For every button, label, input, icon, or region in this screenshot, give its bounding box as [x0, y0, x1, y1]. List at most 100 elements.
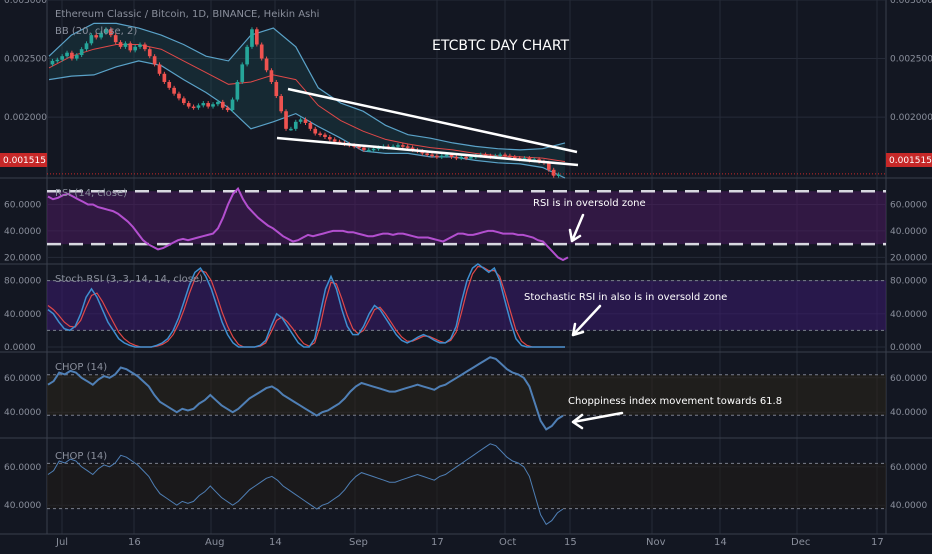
- candle: [469, 156, 473, 159]
- annotation-arrows: [568, 213, 624, 430]
- candle: [298, 119, 303, 122]
- candle: [527, 158, 532, 161]
- candle: [220, 101, 225, 108]
- candle: [508, 155, 512, 158]
- price-label-right: 0.001515: [889, 156, 932, 166]
- candle: [551, 169, 556, 176]
- stoch-label: Stoch RSI (3, 3, 14, 14, close): [55, 274, 203, 285]
- candle: [362, 147, 366, 150]
- candle: [182, 98, 186, 104]
- candle: [308, 122, 313, 129]
- y-tick-label-right: 40.0000: [890, 501, 927, 511]
- candle: [259, 44, 264, 59]
- candle: [250, 29, 254, 47]
- candle: [65, 52, 69, 57]
- bb-upper-line: [48, 22, 566, 151]
- candle: [459, 156, 464, 159]
- rsi-panel: 60.0000 60.0000 40.0000 40.0000 20.0000 20.00…: [4, 186, 927, 263]
- y-tick-label-right: 60.0000: [890, 374, 927, 384]
- y-tick-label-left: 60.0000: [4, 374, 41, 384]
- x-tick-label: Sep: [349, 537, 368, 548]
- candle: [196, 105, 201, 108]
- y-tick-label-left: 60.0000: [4, 463, 41, 473]
- candle: [216, 101, 220, 105]
- chop-label-1: CHOP (14): [55, 362, 107, 373]
- candle: [449, 154, 454, 157]
- chop-panel-2: 60.0000 60.0000 40.0000 40.0000: [4, 443, 927, 526]
- chop-annotation: Choppiness index movement towards 61.8: [568, 396, 782, 407]
- wedge-upper-line: [287, 87, 578, 154]
- candle: [177, 93, 181, 99]
- candle: [201, 103, 206, 106]
- price-label-right-bg: [886, 153, 932, 167]
- candle: [444, 154, 449, 157]
- bb-indicator-label: BB (20, close, 2): [55, 26, 137, 37]
- candle: [401, 145, 405, 147]
- chop-line-1: [47, 356, 564, 431]
- candle: [264, 58, 269, 71]
- indicator-band: [47, 463, 886, 509]
- candle: [512, 156, 517, 159]
- candle: [211, 104, 215, 107]
- candle: [225, 107, 230, 111]
- candle: [230, 99, 235, 111]
- candle: [157, 64, 162, 74]
- y-tick-label-right: 40.0000: [890, 227, 927, 237]
- candle: [255, 29, 259, 45]
- x-tick-label: 14: [269, 537, 282, 548]
- candle: [79, 49, 84, 56]
- candle: [284, 111, 288, 129]
- indicator-band: [47, 191, 886, 245]
- candle: [332, 139, 337, 142]
- stoch-k-line: [47, 263, 565, 348]
- candle: [366, 149, 371, 152]
- y-tick-label-right: 0.0000: [890, 343, 922, 353]
- chop-arrow-icon: [571, 411, 624, 430]
- y-tick-label-left: 40.0000: [4, 310, 41, 320]
- candle: [435, 155, 439, 158]
- candle: [503, 154, 507, 157]
- symbol-line: Ethereum Classic / Bitcoin, 1D, BINANCE,…: [55, 9, 319, 20]
- candle: [89, 35, 94, 44]
- candle: [303, 119, 308, 123]
- candle: [152, 56, 157, 65]
- candle: [318, 133, 322, 135]
- indicator-band: [47, 374, 886, 416]
- candle: [454, 156, 459, 159]
- candle: [128, 43, 133, 51]
- candle: [498, 154, 502, 157]
- candle: [118, 42, 123, 47]
- candle: [240, 64, 245, 82]
- rsi-arrow-icon: [568, 213, 585, 243]
- x-tick-label: Dec: [791, 537, 810, 548]
- y-tick-label-left: 80.0000: [4, 277, 41, 287]
- candle: [328, 137, 332, 140]
- candle: [371, 148, 376, 151]
- price-label-left-bg: [0, 153, 47, 167]
- candle: [313, 128, 318, 134]
- candle: [138, 44, 142, 47]
- candle: [405, 146, 410, 148]
- candle: [143, 44, 147, 50]
- candle: [410, 147, 415, 150]
- x-tick-label: 14: [714, 537, 727, 548]
- price-label-left: 0.001515: [3, 156, 46, 166]
- candle: [274, 81, 279, 97]
- candle: [70, 52, 74, 59]
- candle: [94, 35, 99, 38]
- y-tick-label-left: 20.0000: [4, 253, 41, 263]
- x-tick-label: 17: [871, 537, 884, 548]
- candle: [357, 146, 361, 148]
- candle: [113, 35, 118, 43]
- indicator-band: [47, 280, 886, 331]
- stoch-d-line: [47, 265, 565, 348]
- y-tick-label-right: 0.003000: [890, 0, 932, 6]
- panel-frames: [0, 0, 932, 535]
- candle: [133, 46, 137, 51]
- candle: [522, 158, 527, 160]
- candle: [323, 134, 327, 138]
- candle: [464, 156, 468, 159]
- stoch-rsi-panel: 80.0000 80.0000 40.0000 40.0000 0.0000 0.0000: [4, 263, 927, 353]
